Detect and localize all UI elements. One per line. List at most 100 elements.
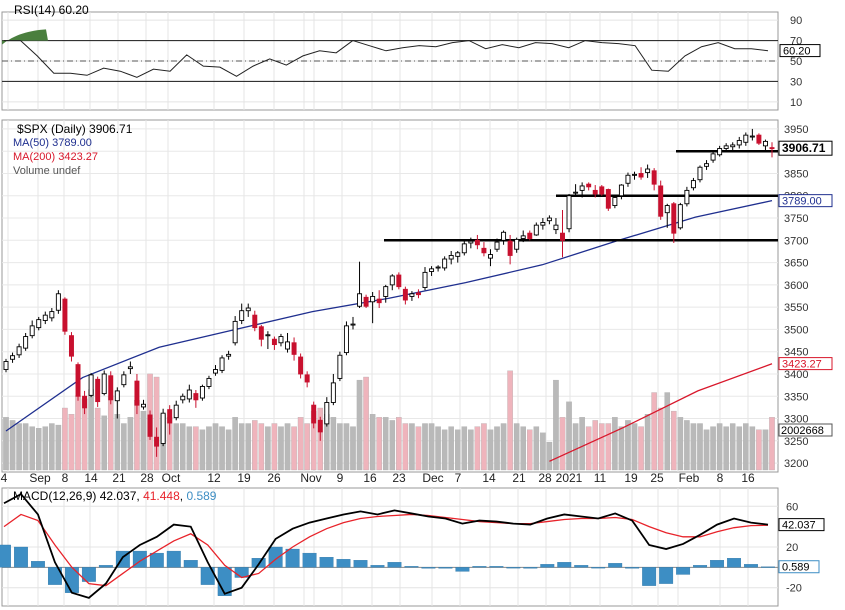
volume-bar <box>723 426 729 471</box>
candle <box>533 224 539 236</box>
volume-bar <box>271 423 278 471</box>
candle <box>343 325 349 354</box>
x-tick-label: 28 <box>140 471 154 485</box>
candle <box>127 366 133 370</box>
candle <box>317 419 323 433</box>
macd-line <box>3 492 769 599</box>
volume-bar <box>107 395 114 471</box>
macd-histogram-bar <box>183 560 198 568</box>
macd-histogram-bar <box>642 567 657 586</box>
volume-bar <box>422 423 428 471</box>
volume-bar <box>448 426 454 471</box>
macd-hist-label: 0.589 <box>186 489 217 503</box>
volume-bar <box>657 407 664 471</box>
price-tick-label: 3500 <box>784 324 808 336</box>
price-tick-label: 3350 <box>784 391 808 403</box>
x-tick-label: 7 <box>455 471 462 485</box>
volume-bar <box>278 426 284 471</box>
rsi-tick-label: 10 <box>790 97 802 109</box>
candle <box>560 232 565 241</box>
x-tick-label: 11 <box>594 471 607 485</box>
hist-tag: 0.589 <box>782 562 810 574</box>
candle <box>29 325 35 337</box>
candle <box>141 403 146 408</box>
macd-histogram-bar <box>149 552 164 568</box>
candle <box>461 243 467 254</box>
volume-bar <box>62 407 68 471</box>
volume-bar <box>500 423 507 471</box>
volume-bar <box>513 423 520 471</box>
macd-panel: 60 20 -20 42.037 0.589 <box>0 487 825 607</box>
macd-histogram-bar <box>438 567 453 569</box>
volume-bar <box>546 441 553 471</box>
candle <box>468 240 474 244</box>
candle <box>448 255 454 260</box>
candle <box>435 266 441 269</box>
macd-histogram-bar <box>727 558 741 568</box>
macd-histogram-bar <box>523 567 538 569</box>
x-tick-label: 12 <box>207 471 221 485</box>
volume-bar <box>592 420 599 471</box>
candle <box>612 197 618 206</box>
x-tick-label: 14 <box>84 471 98 485</box>
candle <box>579 185 585 191</box>
volume-bar <box>428 423 435 471</box>
candle <box>213 369 218 374</box>
candle <box>23 336 29 349</box>
x-tick-label: 2021 <box>556 471 583 485</box>
ma200-tag-box <box>778 357 833 371</box>
price-tag: 3906.71 <box>782 141 826 155</box>
candle <box>514 238 520 250</box>
candle <box>389 275 395 286</box>
candle <box>638 173 644 178</box>
candle <box>199 386 205 399</box>
candle <box>618 184 624 197</box>
volume-bar <box>186 426 193 471</box>
rsi-tick-label: 50 <box>790 56 802 68</box>
candle <box>383 286 389 297</box>
volume-bar <box>533 426 540 471</box>
volume-bar <box>127 417 134 471</box>
candle <box>645 168 651 174</box>
volume-bar <box>343 423 350 471</box>
candle <box>55 293 61 311</box>
candle <box>75 364 81 397</box>
volume-bar <box>94 407 101 471</box>
volume-bar <box>677 417 684 471</box>
volume-bar <box>304 423 310 471</box>
volume-bar <box>749 426 756 471</box>
price-frame <box>1 119 779 473</box>
x-tick-label: 8 <box>717 471 724 485</box>
candle <box>520 235 526 239</box>
candle <box>599 186 605 195</box>
volume-bar <box>716 423 723 471</box>
macd-tick-label: -20 <box>786 583 802 595</box>
x-tick-label: Nov <box>300 471 321 485</box>
candle <box>252 314 258 329</box>
candle <box>494 241 500 250</box>
ma50-line <box>5 200 773 432</box>
candle <box>154 436 160 447</box>
macd-histogram-bar <box>761 566 775 568</box>
x-tick-label: 4 <box>1 471 8 485</box>
ma50-tag: 3789.00 <box>782 196 822 208</box>
candle <box>697 166 703 181</box>
candle <box>186 389 192 400</box>
volume-bar <box>402 423 409 471</box>
candle <box>487 254 493 259</box>
macd-histogram-bar <box>455 567 470 572</box>
candle <box>271 338 277 346</box>
volume-bar <box>245 423 252 471</box>
candle <box>219 357 225 371</box>
candle <box>376 298 382 304</box>
ma200-legend: MA(200) 3423.27 <box>13 151 98 163</box>
volume-bar <box>101 415 107 471</box>
x-tick-label: Dec <box>422 471 443 485</box>
candle <box>546 217 552 222</box>
volume-bar <box>697 423 703 471</box>
candle <box>651 170 657 185</box>
candle <box>749 135 755 138</box>
candle <box>690 180 696 189</box>
x-tick-label: 21 <box>112 471 126 485</box>
